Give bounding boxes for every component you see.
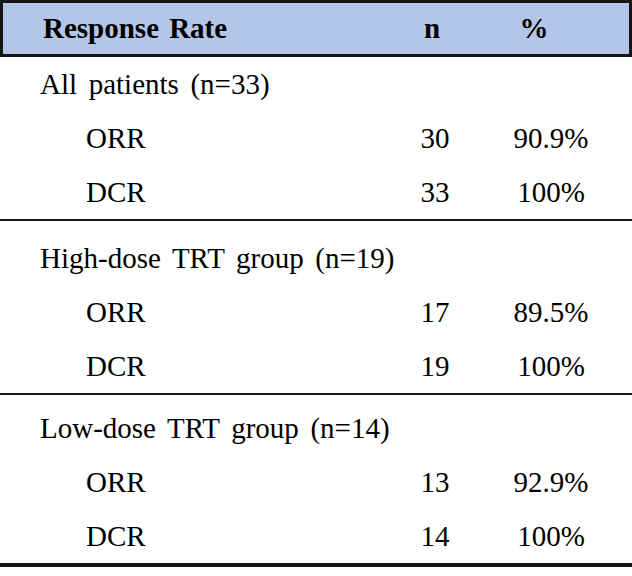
row-label: DCR	[0, 520, 390, 553]
table-row: ORR 13 92.9%	[0, 455, 632, 509]
response-rate-table: Response Rate n % All patients (n=33) OR…	[0, 0, 632, 567]
n-value: 19	[390, 350, 480, 383]
pct-value: 100%	[480, 350, 622, 383]
section-label-row: High-dose TRT group (n=19)	[0, 231, 632, 285]
table-row: ORR 17 89.5%	[0, 285, 632, 339]
row-label: DCR	[0, 176, 390, 209]
section-high-dose: High-dose TRT group (n=19) ORR 17 89.5% …	[0, 221, 632, 395]
paper-table-figure: Response Rate n % All patients (n=33) OR…	[0, 0, 632, 576]
row-label: ORR	[0, 466, 390, 499]
n-value: 30	[390, 122, 480, 155]
n-value: 17	[390, 296, 480, 329]
table-header-row: Response Rate n %	[0, 0, 632, 57]
section-label-row: Low-dose TRT group (n=14)	[0, 401, 632, 455]
pct-value: 92.9%	[480, 466, 622, 499]
pct-value: 100%	[480, 176, 622, 209]
row-label: DCR	[0, 350, 390, 383]
section-label: High-dose TRT group (n=19)	[0, 242, 622, 275]
section-label: All patients (n=33)	[0, 68, 622, 101]
section-label-row: All patients (n=33)	[0, 57, 632, 111]
table-row: DCR 19 100%	[0, 339, 632, 393]
pct-value: 89.5%	[480, 296, 622, 329]
row-label: ORR	[0, 122, 390, 155]
n-value: 14	[390, 520, 480, 553]
section-low-dose: Low-dose TRT group (n=14) ORR 13 92.9% D…	[0, 395, 632, 567]
table-row: DCR 14 100%	[0, 509, 632, 563]
n-value: 33	[390, 176, 480, 209]
table-row: DCR 33 100%	[0, 165, 632, 219]
row-label: ORR	[0, 296, 390, 329]
section-all-patients: All patients (n=33) ORR 30 90.9% DCR 33 …	[0, 57, 632, 221]
header-response-rate: Response Rate	[3, 12, 387, 45]
n-value: 13	[390, 466, 480, 499]
section-label: Low-dose TRT group (n=14)	[0, 412, 622, 445]
table-row: ORR 30 90.9%	[0, 111, 632, 165]
pct-value: 90.9%	[480, 122, 622, 155]
pct-value: 100%	[480, 520, 622, 553]
header-percent: %	[477, 12, 619, 45]
header-n: n	[387, 12, 477, 45]
